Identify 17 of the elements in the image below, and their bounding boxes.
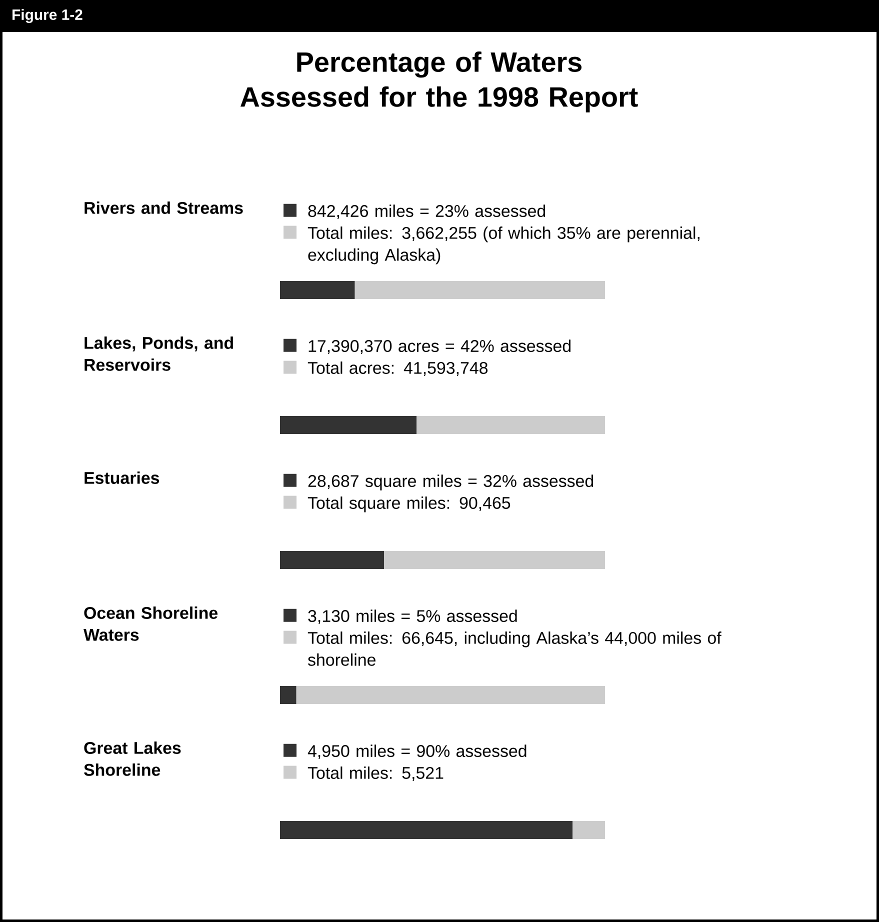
y-tick-label: Ocean Shoreline Waters: [84, 606, 218, 641]
y-tick-label: Estuaries: [84, 472, 160, 484]
y-tick-label: Lakes, Ponds, and Reservoirs: [84, 336, 233, 371]
annotation: 4,950 miles = 90% assessed: [308, 744, 526, 760]
annotation: 842,426 miles = 23% assessed: [308, 204, 546, 220]
chart-title: Percentage of Waters Assessed for the 1998 Report: [240, 52, 638, 112]
y-tick-label: Great Lakes Shoreline: [84, 742, 181, 776]
annotation: Total square miles: 90,465: [308, 496, 510, 512]
caption: Figure 1-2: [12, 9, 82, 24]
annotation: Total miles: 66,645, including Alaska’s 44,000 miles of shoreline: [308, 632, 722, 666]
annotation: Total miles: 5,521: [308, 766, 444, 781]
annotation: 3,130 miles = 5% assessed: [308, 610, 517, 624]
y-tick-label: Rivers and Streams: [84, 202, 243, 214]
annotation: Total miles: 3,662,255 (of which 35% are perennial, excluding Alaska): [308, 226, 700, 264]
annotation: Total acres: 41,593,748: [308, 362, 488, 376]
annotation: 17,390,370 acres = 42% assessed: [308, 340, 570, 354]
annotation: 28,687 square miles = 32% assessed: [308, 474, 594, 490]
